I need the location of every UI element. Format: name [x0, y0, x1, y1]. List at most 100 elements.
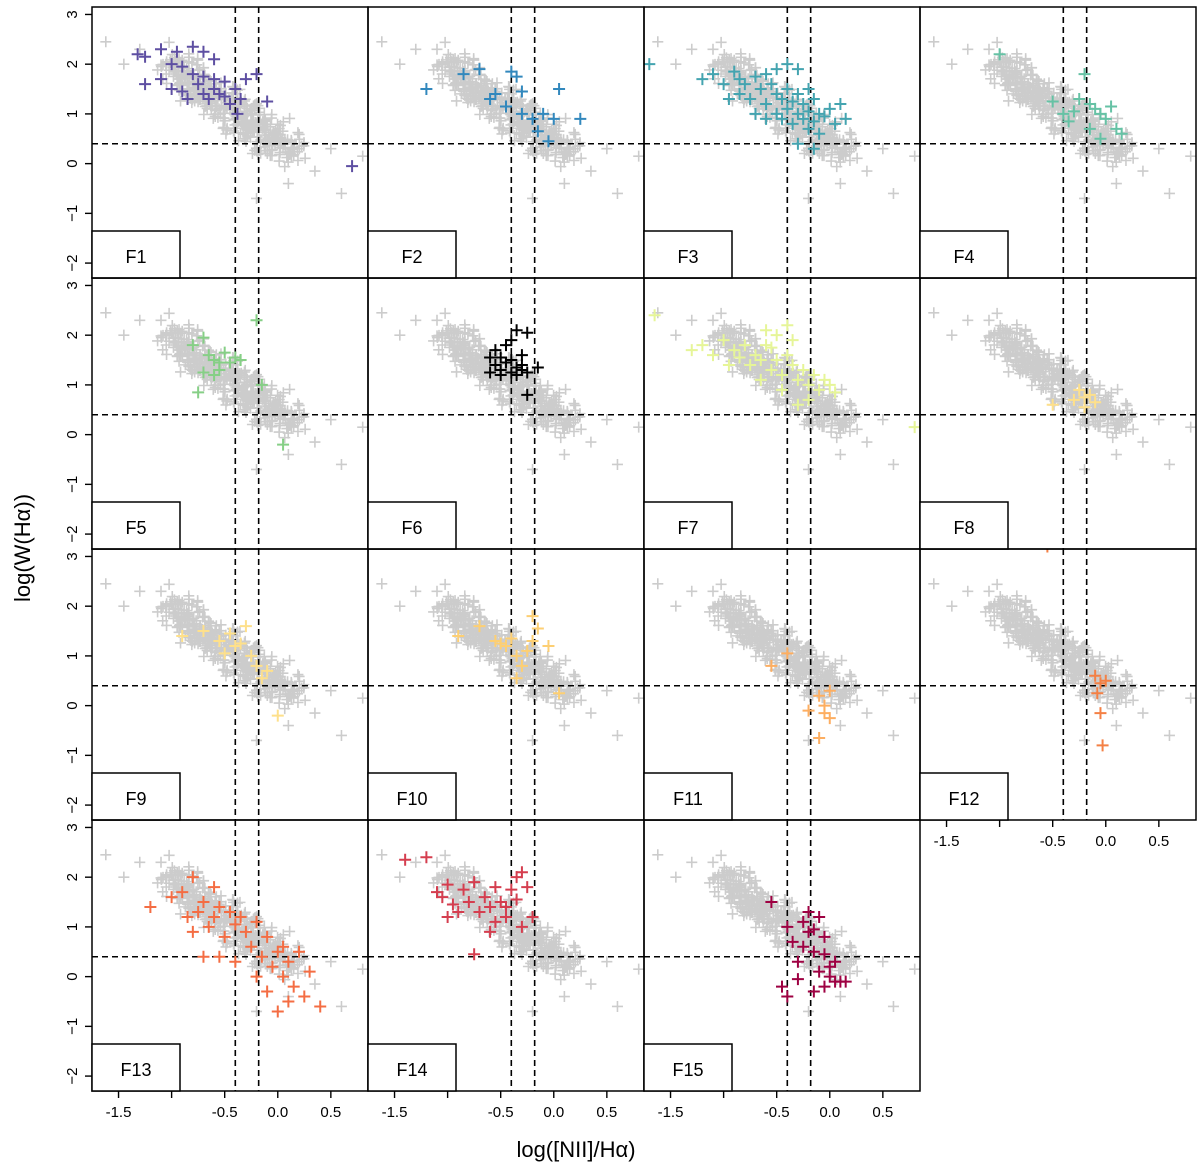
background-point — [991, 36, 1003, 48]
background-point — [585, 436, 597, 448]
background-point — [725, 626, 737, 638]
panel-f1-background — [100, 36, 368, 204]
background-point — [269, 140, 281, 152]
background-point — [279, 703, 291, 715]
background-point — [220, 639, 232, 651]
background-point — [861, 165, 873, 177]
background-point — [744, 595, 756, 607]
background-point — [799, 666, 811, 678]
background-point — [772, 639, 784, 651]
panel-f7-background — [652, 307, 920, 475]
background-point — [452, 596, 464, 608]
background-point — [451, 336, 463, 348]
background-point — [284, 654, 296, 666]
background-point — [557, 694, 569, 706]
background-point — [567, 417, 579, 429]
background-point — [574, 679, 586, 691]
background-point — [292, 398, 304, 410]
background-point — [1053, 370, 1065, 382]
background-point — [1040, 92, 1052, 104]
background-point — [282, 449, 294, 461]
background-point — [163, 64, 175, 76]
background-point — [585, 165, 597, 177]
background-point — [191, 359, 203, 371]
background-point — [985, 329, 997, 341]
background-point — [762, 104, 774, 116]
background-point — [1020, 53, 1032, 65]
background-point — [175, 336, 187, 348]
background-point — [468, 53, 480, 65]
background-point — [1020, 324, 1032, 336]
background-point — [175, 95, 187, 107]
background-point — [325, 414, 337, 426]
background-point — [309, 165, 321, 177]
background-point — [887, 458, 899, 470]
background-point — [850, 137, 862, 149]
background-point — [1019, 59, 1031, 71]
background-point — [292, 669, 304, 681]
background-point — [192, 595, 204, 607]
background-point — [433, 344, 445, 356]
background-point — [759, 654, 771, 666]
background-point — [1020, 64, 1032, 76]
background-point — [259, 391, 271, 403]
background-point — [450, 73, 462, 85]
background-point — [239, 364, 251, 376]
background-point — [837, 421, 849, 433]
background-point — [811, 662, 823, 674]
background-point — [1043, 77, 1055, 89]
background-point — [1113, 134, 1125, 146]
background-point — [478, 629, 490, 641]
background-point — [535, 662, 547, 674]
background-point — [210, 624, 222, 636]
background-point — [831, 161, 843, 173]
background-point — [163, 36, 175, 48]
background-point — [633, 692, 644, 704]
background-point — [449, 355, 461, 367]
background-point — [1038, 353, 1050, 365]
background-point — [282, 720, 294, 732]
background-point — [1062, 354, 1074, 366]
background-point — [394, 600, 406, 612]
background-point — [459, 48, 471, 60]
background-point — [152, 335, 164, 347]
background-point — [170, 327, 182, 339]
background-point — [715, 307, 727, 319]
background-point — [526, 684, 538, 696]
panel-f6-background — [376, 307, 644, 475]
background-point — [433, 58, 445, 70]
background-point — [277, 658, 289, 670]
background-point — [998, 327, 1010, 339]
background-point — [157, 600, 169, 612]
background-point — [1038, 375, 1050, 387]
background-point — [541, 654, 553, 666]
background-point — [504, 669, 516, 681]
background-point — [780, 667, 792, 679]
background-point — [715, 578, 727, 590]
background-point — [466, 615, 478, 627]
background-point — [686, 314, 698, 326]
background-point — [485, 95, 497, 107]
background-point — [163, 335, 175, 347]
background-point — [245, 374, 257, 386]
background-point — [257, 137, 269, 149]
background-point — [504, 125, 516, 137]
background-point — [468, 64, 480, 76]
background-point — [767, 77, 779, 89]
background-point — [468, 595, 480, 607]
background-point — [221, 664, 233, 676]
background-point — [777, 641, 789, 653]
background-point — [207, 112, 219, 124]
background-point — [1035, 383, 1047, 395]
background-point — [174, 615, 186, 627]
background-point — [704, 335, 716, 347]
background-point — [722, 598, 734, 610]
background-point — [523, 395, 535, 407]
background-point — [543, 670, 555, 682]
background-point — [831, 703, 843, 715]
background-point — [1110, 449, 1122, 461]
background-point — [210, 104, 222, 116]
background-point — [514, 106, 526, 118]
background-point — [245, 103, 257, 115]
background-point — [483, 383, 495, 395]
